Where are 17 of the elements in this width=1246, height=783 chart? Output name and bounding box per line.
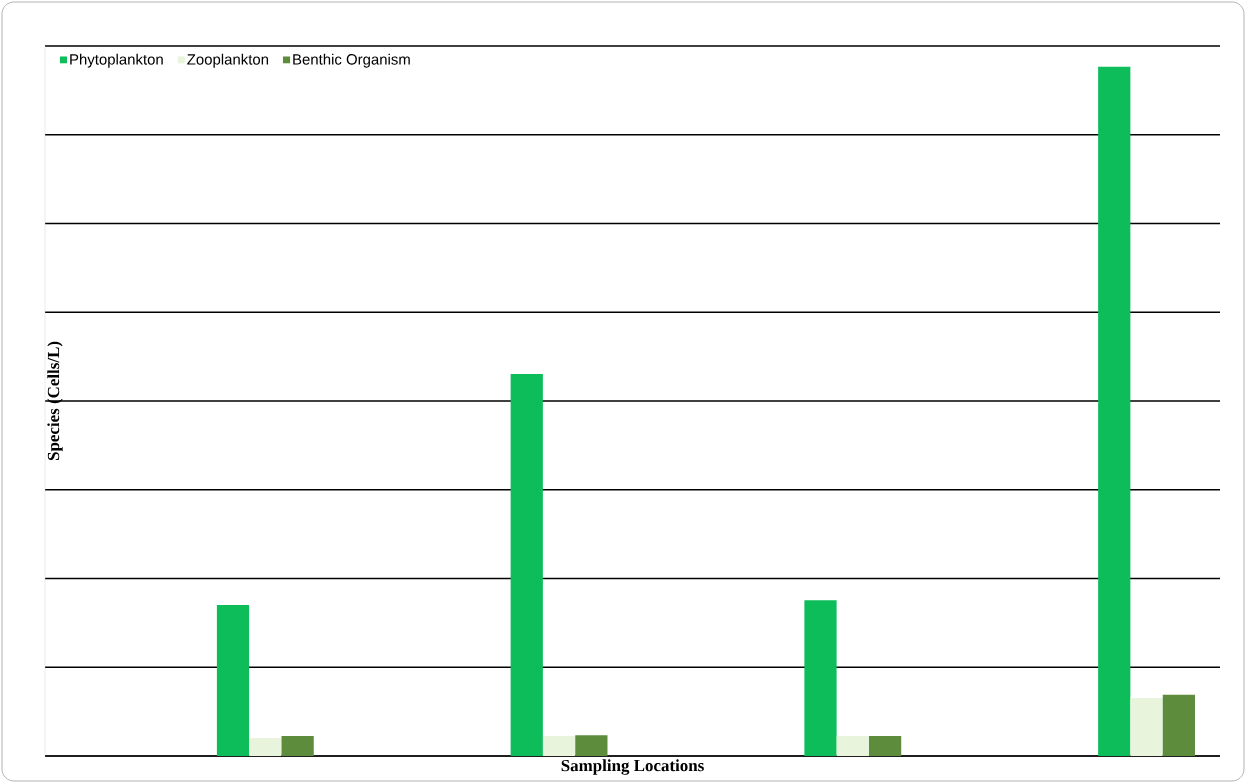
bar bbox=[1130, 698, 1163, 756]
legend-label: Benthic Organism bbox=[293, 53, 410, 68]
bar bbox=[575, 735, 608, 756]
bar bbox=[1162, 694, 1195, 756]
x-axis-title: Sampling Locations bbox=[561, 759, 704, 775]
y-axis-title: Species (Cells/L) bbox=[47, 341, 63, 461]
legend-label: Phytoplankton bbox=[70, 53, 163, 68]
bar bbox=[281, 735, 314, 756]
bar bbox=[869, 735, 902, 756]
bar bbox=[216, 605, 250, 756]
bar bbox=[804, 600, 837, 756]
bar bbox=[542, 735, 576, 756]
bar bbox=[1098, 66, 1131, 756]
legend-label: Zooplankton bbox=[187, 53, 269, 68]
bar bbox=[510, 374, 543, 756]
bar bbox=[836, 735, 869, 756]
bar bbox=[249, 738, 282, 756]
